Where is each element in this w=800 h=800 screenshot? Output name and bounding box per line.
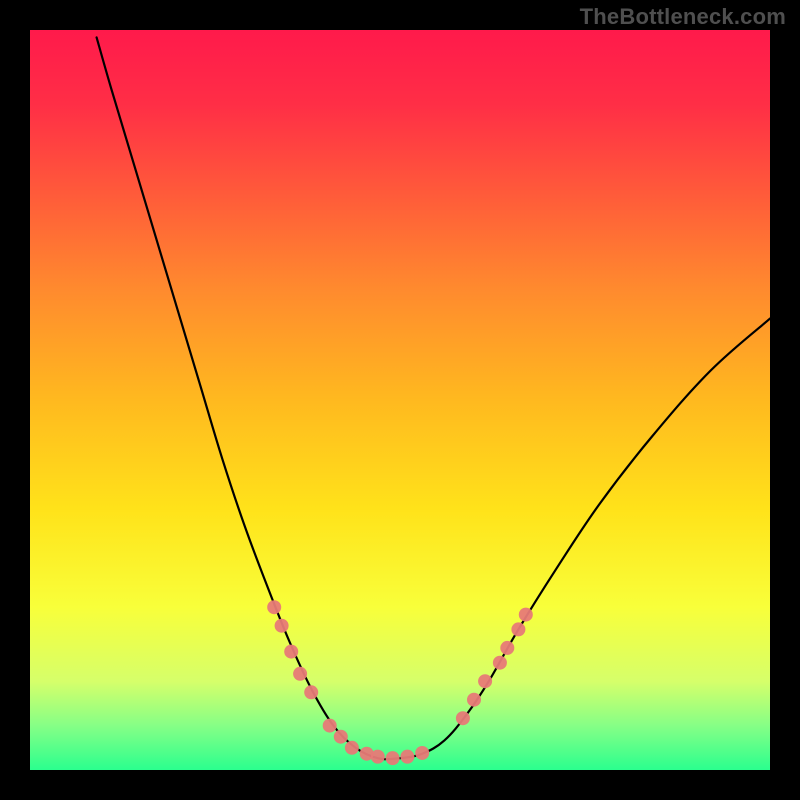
data-marker [345, 741, 359, 755]
data-marker [334, 730, 348, 744]
data-marker [284, 645, 298, 659]
data-marker [467, 693, 481, 707]
watermark-text: TheBottleneck.com [580, 4, 786, 30]
data-marker [493, 656, 507, 670]
data-marker [456, 711, 470, 725]
chart-canvas [30, 30, 770, 770]
data-marker [500, 641, 514, 655]
data-marker [293, 667, 307, 681]
chart-background [30, 30, 770, 770]
data-marker [275, 619, 289, 633]
chart-frame: TheBottleneck.com [0, 0, 800, 800]
data-marker [371, 750, 385, 764]
data-marker [323, 719, 337, 733]
data-marker [415, 746, 429, 760]
data-marker [478, 674, 492, 688]
data-marker [267, 600, 281, 614]
data-marker [519, 608, 533, 622]
data-marker [304, 685, 318, 699]
data-marker [511, 622, 525, 636]
data-marker [386, 751, 400, 765]
data-marker [400, 750, 414, 764]
